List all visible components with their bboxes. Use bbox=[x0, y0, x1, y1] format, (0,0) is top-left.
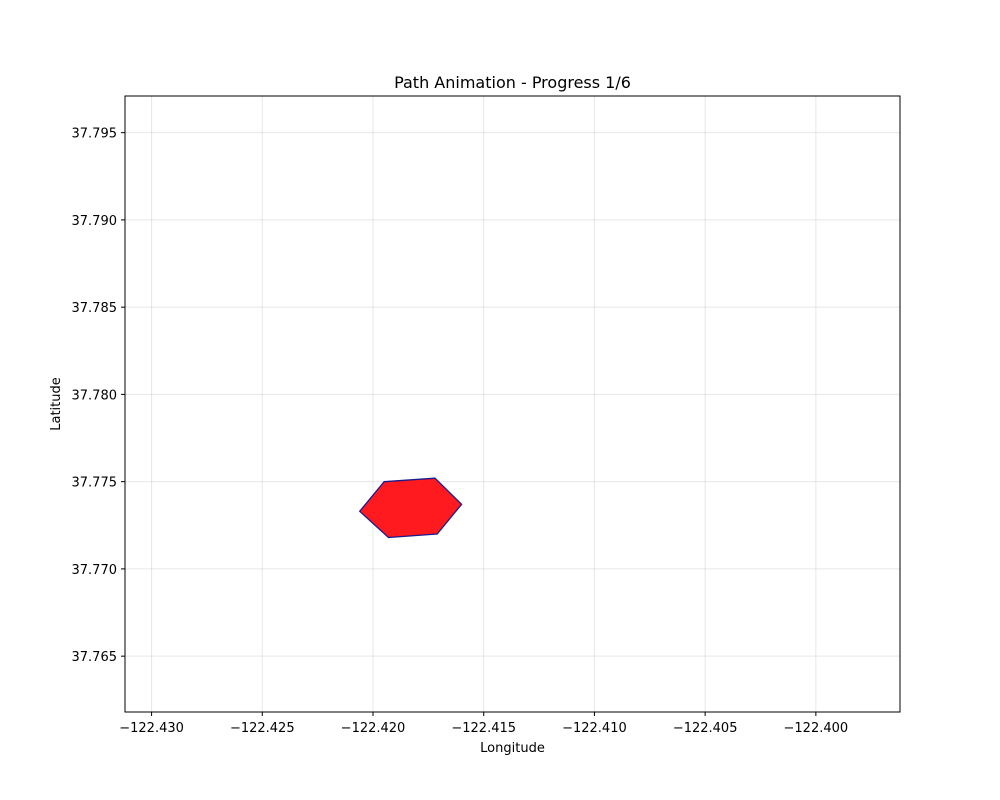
y-tick-label: 37.765 bbox=[72, 650, 118, 665]
x-tick-label: −122.420 bbox=[341, 721, 406, 736]
y-tick-label: 37.775 bbox=[72, 476, 118, 491]
x-tick-label: −122.425 bbox=[230, 721, 295, 736]
grid bbox=[125, 96, 900, 712]
x-tick-label: −122.400 bbox=[784, 721, 849, 736]
x-tick-label: −122.415 bbox=[451, 721, 516, 736]
y-tick-label: 37.790 bbox=[72, 214, 118, 229]
y-tick-label: 37.795 bbox=[72, 127, 118, 142]
y-tick-label: 37.770 bbox=[72, 563, 118, 578]
x-axis-label: Longitude bbox=[480, 741, 545, 756]
y-tick-label: 37.785 bbox=[72, 301, 118, 316]
x-tick-label: −122.430 bbox=[119, 721, 184, 736]
y-axis-label: Latitude bbox=[49, 377, 64, 431]
axis-ticks: −122.430 −122.425 −122.420 −122.415 −122.410… bbox=[72, 127, 849, 736]
plot-frame bbox=[124, 95, 901, 713]
chart-title: Path Animation - Progress 1/6 bbox=[394, 73, 631, 92]
y-tick-label: 37.780 bbox=[72, 388, 118, 403]
path-polygon bbox=[359, 477, 463, 539]
plot-data bbox=[359, 477, 463, 539]
x-tick-label: −122.405 bbox=[673, 721, 738, 736]
x-tick-label: −122.410 bbox=[562, 721, 627, 736]
